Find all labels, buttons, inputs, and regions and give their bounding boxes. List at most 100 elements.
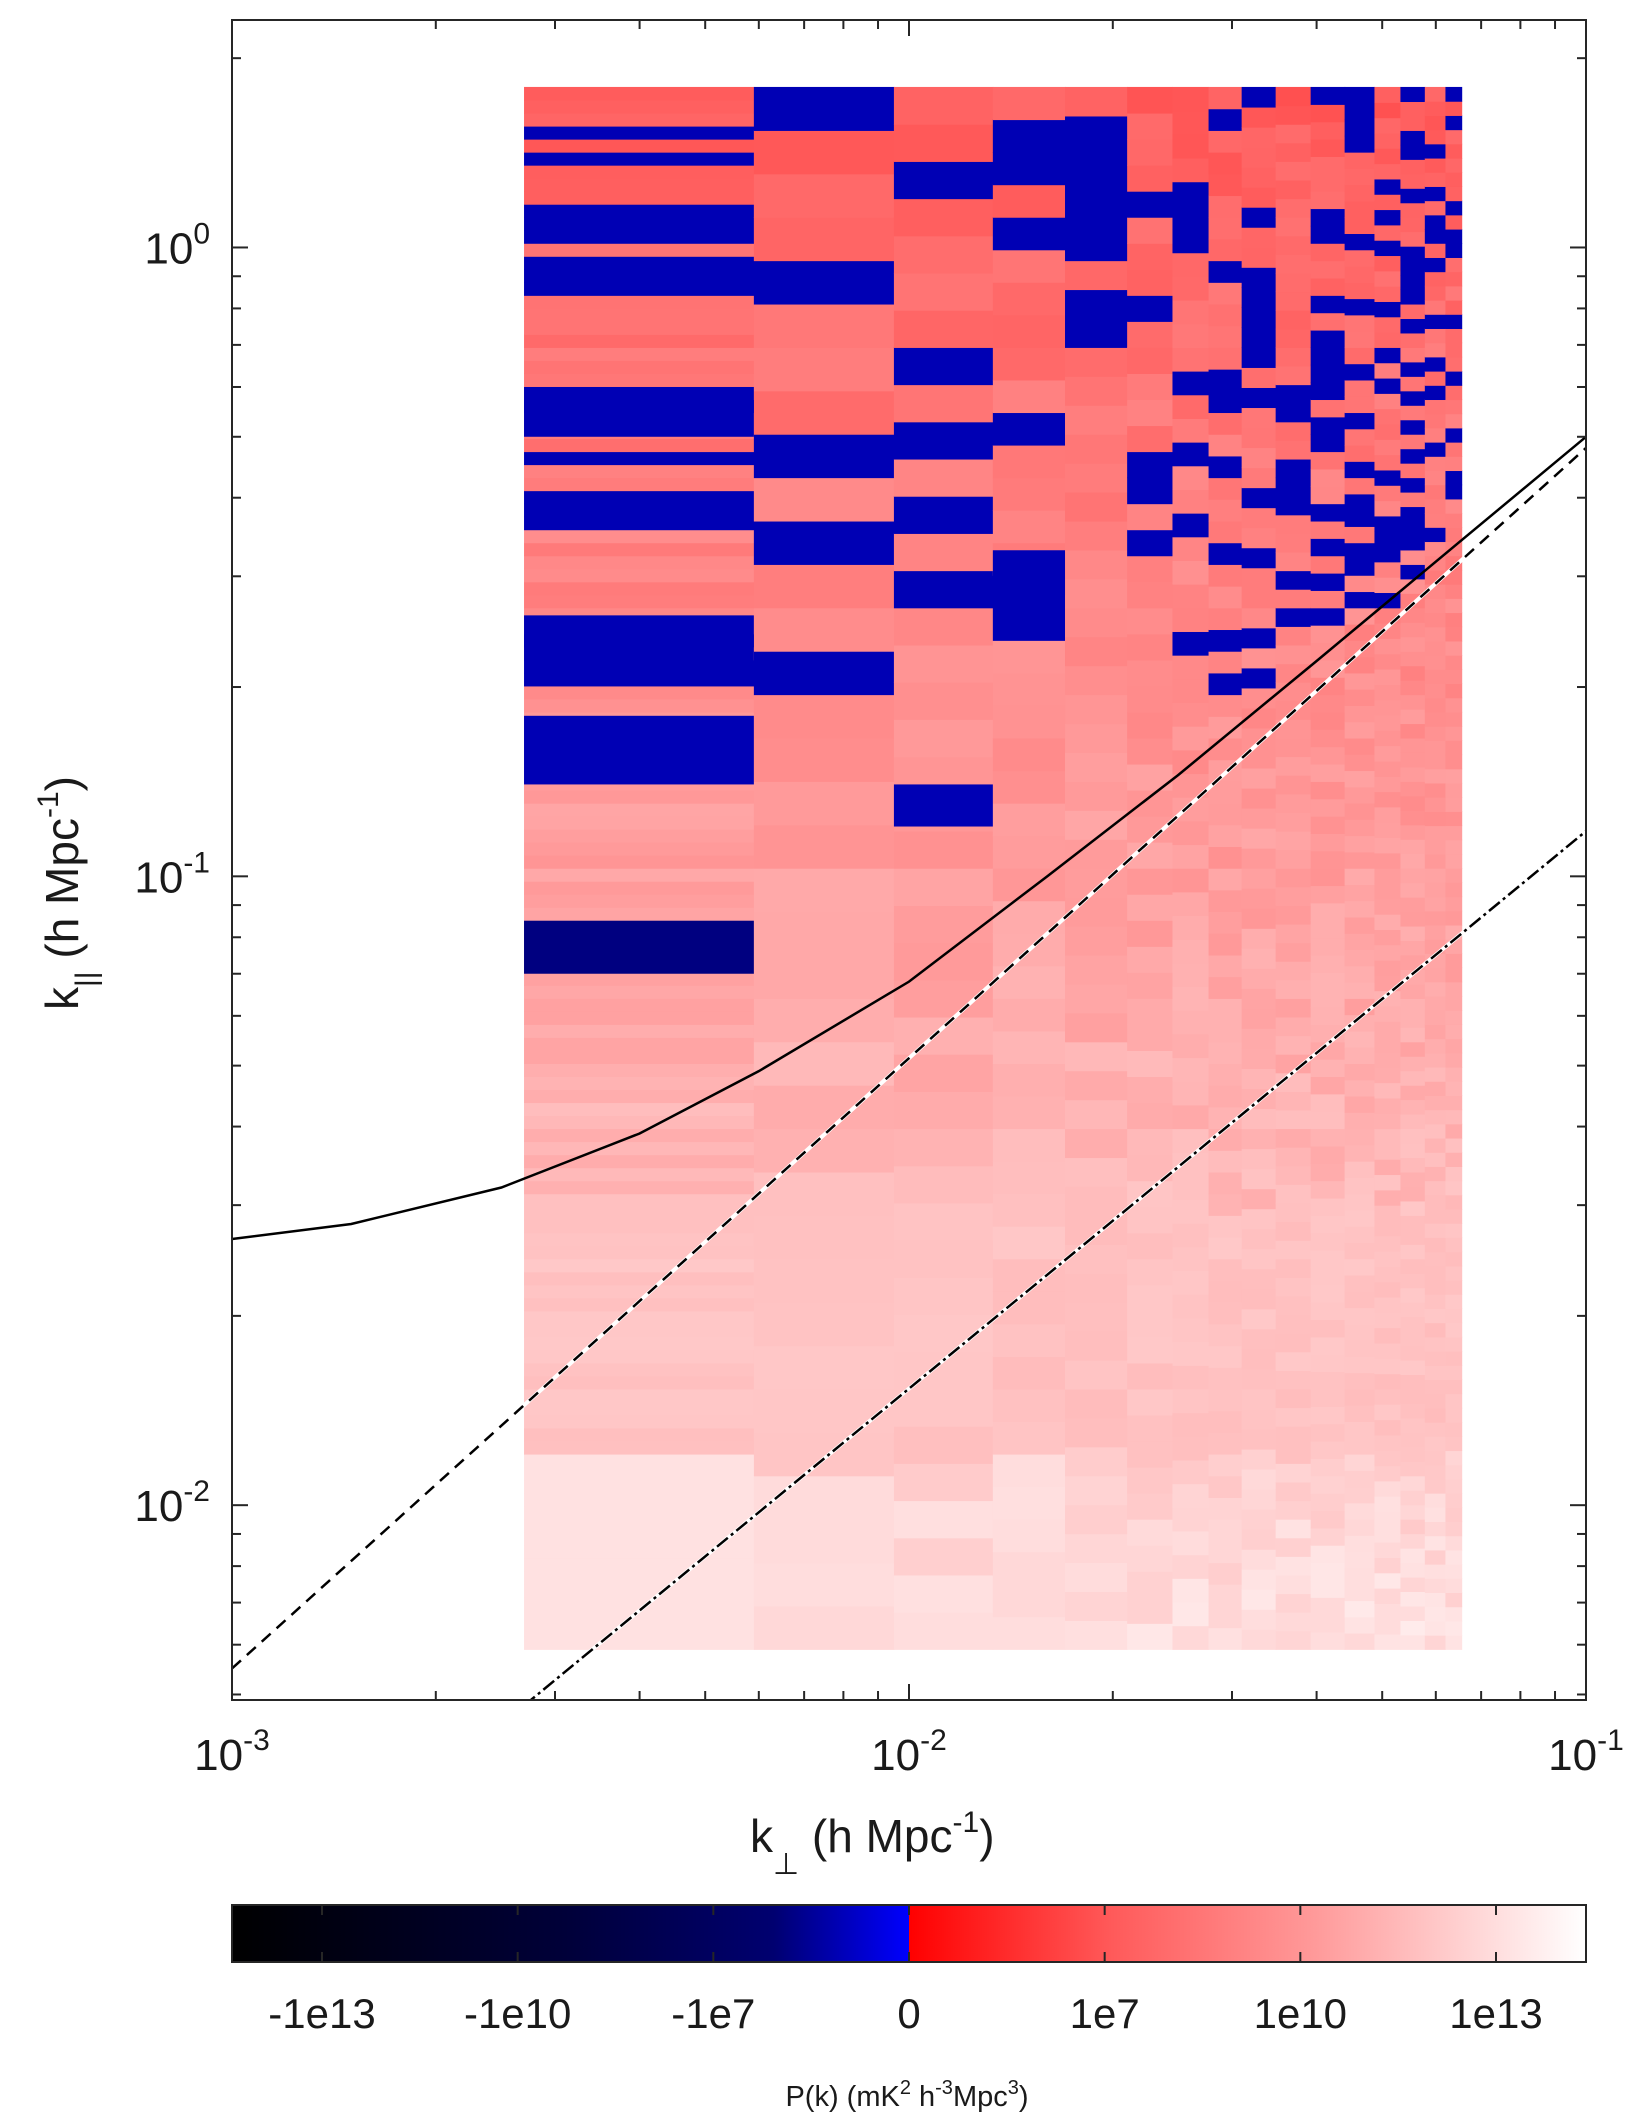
heatmap-cell (1310, 486, 1346, 505)
heatmap-cell (1275, 886, 1312, 906)
heatmap-cell (1241, 627, 1277, 649)
heatmap-cell (1065, 1388, 1128, 1419)
x-tick-label: 10-1 (1548, 1724, 1624, 1780)
heatmap-cell (1374, 286, 1402, 302)
heatmap-cell (1445, 995, 1463, 1011)
heatmap-cell (992, 477, 1066, 511)
heatmap-cell (1275, 1165, 1312, 1185)
heatmap-cell (1344, 1405, 1376, 1423)
colorbar-label-mid2: Mpc (953, 2081, 1008, 2113)
heatmap-cell (1172, 1388, 1210, 1414)
heatmap-cell (524, 99, 755, 114)
line-beam-limit (528, 830, 1586, 1700)
heatmap-cell (1127, 1076, 1174, 1104)
heatmap-cell (1374, 148, 1402, 165)
heatmap-cell (1208, 954, 1243, 978)
heatmap-cell (1424, 413, 1447, 429)
heatmap-cell (753, 347, 895, 392)
heatmap-cell (893, 570, 994, 609)
heatmap-cell (1127, 946, 1174, 973)
heatmap-cell (1400, 1215, 1426, 1231)
heatmap-cell (1445, 1251, 1463, 1267)
heatmap-cell (1400, 1258, 1426, 1274)
heatmap-cell (1208, 520, 1243, 544)
heatmap-cell (1424, 1038, 1447, 1054)
heatmap-cell (893, 161, 994, 200)
colorbar-label-mid: h (911, 2081, 935, 2113)
heatmap-cell (1445, 768, 1463, 784)
heatmap-cell (1241, 1188, 1277, 1210)
heatmap-cell (524, 165, 755, 179)
heatmap-cell (1208, 824, 1243, 848)
heatmap-cell (1445, 640, 1463, 656)
heatmap-cell (1374, 485, 1402, 502)
heatmap-cell (1172, 1223, 1210, 1248)
heatmap-cell (992, 184, 1066, 218)
heatmap-cell (1208, 1410, 1243, 1433)
heatmap-cell (1065, 1273, 1128, 1303)
heatmap-cell (1445, 371, 1463, 386)
heatmap-cell (1208, 1193, 1243, 1216)
heatmap-cell (1400, 1533, 1426, 1549)
heatmap-cell (1127, 711, 1174, 739)
heatmap-cell (1275, 1258, 1312, 1278)
heatmap-cell (1241, 868, 1277, 889)
heatmap-cell (524, 360, 755, 374)
heatmap-cell (1344, 770, 1376, 788)
heatmap-cell (1208, 868, 1243, 891)
heatmap-cell (1065, 1128, 1128, 1159)
heatmap-cell (1424, 768, 1447, 784)
heatmap-cell (1400, 1417, 1426, 1433)
heatmap-cell (1275, 1444, 1312, 1464)
heatmap-cell (1424, 200, 1447, 216)
heatmap-cell (1400, 680, 1426, 696)
heatmap-cell (1400, 983, 1426, 999)
heatmap-cell (1127, 347, 1174, 374)
heatmap-cell (1275, 1537, 1312, 1557)
heatmap-cell (1344, 1274, 1376, 1292)
heatmap-cell (1275, 328, 1312, 348)
heatmap-cell (1310, 1562, 1346, 1581)
heatmap-cell (1445, 825, 1463, 841)
heatmap-cell (992, 1486, 1066, 1520)
heatmap-cell (1424, 228, 1447, 244)
heatmap-cell (1424, 1137, 1447, 1153)
heatmap-cell (1374, 1373, 1402, 1390)
heatmap-cell (1374, 1327, 1402, 1344)
heatmap-cell (893, 384, 994, 423)
heatmap-cell (1344, 298, 1376, 316)
heatmap-cell (1400, 1041, 1426, 1057)
heatmap-cell (1065, 491, 1128, 522)
heatmap-cell (1344, 1535, 1376, 1553)
heatmap-cell (1400, 1287, 1426, 1303)
heatmap-cell (1344, 1551, 1376, 1569)
heatmap-cell (1445, 626, 1463, 642)
heatmap-cell (1065, 115, 1128, 146)
heatmap-cell (1208, 1063, 1243, 1086)
heatmap-cell (524, 1154, 755, 1169)
heatmap-cell (1065, 1070, 1128, 1101)
heatmap-cell (1445, 172, 1463, 187)
heatmap-cell (1310, 954, 1346, 973)
heatmap-cell (1065, 1157, 1128, 1187)
heatmap-cell (1374, 500, 1402, 517)
heatmap-cell (1374, 393, 1402, 410)
heatmap-cell (1275, 198, 1312, 218)
heatmap-cell (1241, 787, 1277, 809)
heatmap-cell (1275, 756, 1312, 776)
heatmap-cell (1172, 1104, 1210, 1130)
heatmap-cell (524, 1141, 755, 1156)
heatmap-cell (1445, 328, 1463, 344)
heatmap-cell (1374, 852, 1402, 869)
heatmap-cell (1400, 1114, 1426, 1130)
heatmap-cell (1241, 687, 1277, 709)
heatmap-cell (992, 1161, 1066, 1195)
heatmap-cell (524, 1323, 755, 1338)
heatmap-cell (1241, 1028, 1277, 1049)
heatmap-cell (1275, 347, 1312, 367)
heatmap-cell (992, 1421, 1066, 1455)
heatmap-cell (1275, 1426, 1312, 1446)
heatmap-cell (1445, 186, 1463, 202)
heatmap-cell (1374, 668, 1402, 685)
heatmap-cell (1374, 760, 1402, 777)
